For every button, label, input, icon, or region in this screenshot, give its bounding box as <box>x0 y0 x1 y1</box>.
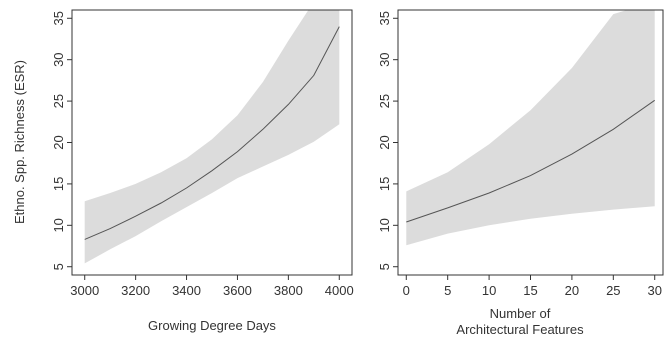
y-axis: 5 10 15 20 25 30 35 <box>377 11 398 270</box>
x-tick-label: 3400 <box>172 283 201 298</box>
confidence-band <box>406 10 655 246</box>
y-tick-label: 5 <box>377 263 392 270</box>
fit-line <box>84 26 340 240</box>
confidence-band <box>84 10 340 264</box>
plot-area <box>84 10 340 264</box>
x-tick-label: 10 <box>482 283 496 298</box>
x-axis: 3000 3200 3400 3600 3800 4000 <box>70 275 354 298</box>
x-tick-label: 3800 <box>274 283 303 298</box>
y-tick-label: 15 <box>377 177 392 191</box>
y-tick-label: 20 <box>377 135 392 149</box>
y-tick-label: 5 <box>51 263 66 270</box>
y-tick-label: 35 <box>51 11 66 25</box>
y-tick-label: 30 <box>51 52 66 66</box>
y-tick-label: 25 <box>51 94 66 108</box>
y-tick-label: 10 <box>51 218 66 232</box>
x-tick-label: 25 <box>606 283 620 298</box>
x-axis-title-line-2: Architectural Features <box>456 322 584 337</box>
x-tick-label: 3600 <box>223 283 252 298</box>
y-tick-label: 35 <box>377 11 392 25</box>
panel-architectural-features: 0 5 10 15 20 25 30 5 10 15 20 25 30 35 Number of Arc… <box>377 9 664 337</box>
x-tick-label: 15 <box>523 283 537 298</box>
x-tick-label: 3200 <box>121 283 150 298</box>
x-axis: 0 5 10 15 20 25 30 <box>403 275 662 298</box>
y-tick-label: 20 <box>51 135 66 149</box>
y-tick-label: 25 <box>377 94 392 108</box>
x-axis-title-line-1: Number of <box>490 306 551 321</box>
x-axis-title: Growing Degree Days <box>148 318 276 333</box>
x-tick-label: 0 <box>403 283 410 298</box>
x-tick-label: 3000 <box>70 283 99 298</box>
y-tick-label: 10 <box>377 218 392 232</box>
x-tick-label: 4000 <box>325 283 354 298</box>
y-axis-title: Ethno. Spp. Richness (ESR) <box>12 60 27 224</box>
x-tick-label: 5 <box>444 283 451 298</box>
plot-area <box>406 10 655 246</box>
fit-line <box>406 99 655 223</box>
x-tick-label: 30 <box>647 283 661 298</box>
x-tick-label: 20 <box>565 283 579 298</box>
y-tick-label: 15 <box>51 177 66 191</box>
y-tick-label: 30 <box>377 52 392 66</box>
panel-growing-degree-days: 3000 3200 3400 3600 3800 4000 5 10 15 20 25 30 35 G… <box>12 9 354 333</box>
y-axis: 5 10 15 20 25 30 35 <box>51 11 72 270</box>
